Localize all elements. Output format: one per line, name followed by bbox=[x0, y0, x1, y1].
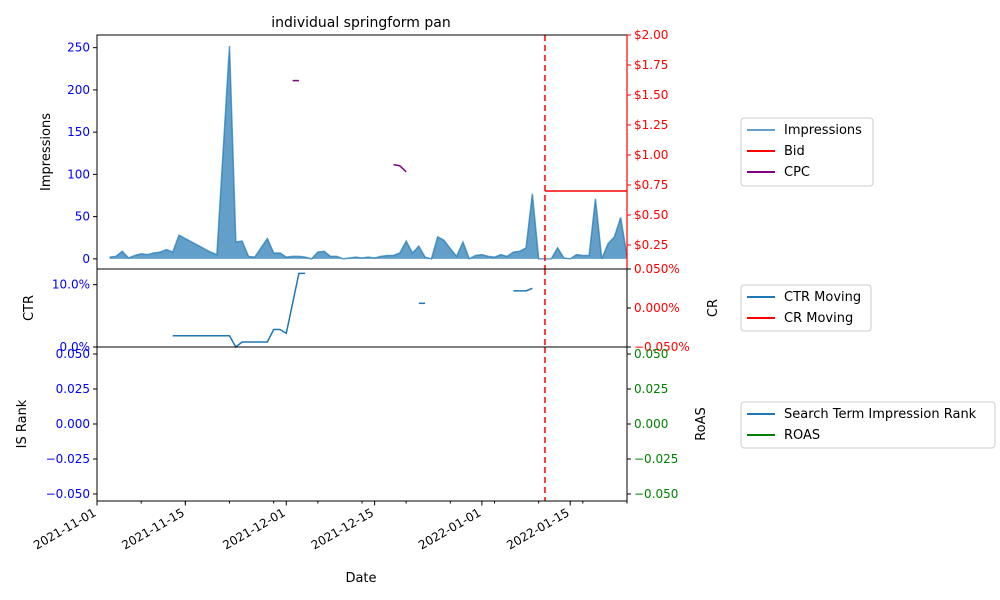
legend-label-roas: ROAS bbox=[784, 428, 820, 443]
rank-left-tick-label: 0.025 bbox=[56, 382, 90, 396]
legend-label-search-term-impression-rank: Search Term Impression Rank bbox=[784, 407, 977, 422]
impressions-frame bbox=[96, 34, 628, 270]
x-axis: 2021-11-01 2021-11-15 2021-12-01 2021-12-15… bbox=[31, 501, 628, 552]
impressions-right-tick-label: $0.75 bbox=[634, 178, 668, 192]
impressions-right-tick-label: $0.25 bbox=[634, 238, 668, 252]
impressions-right-tick-label: $1.75 bbox=[634, 58, 668, 72]
ctr-right-tick-label: −0.050% bbox=[634, 340, 690, 354]
impressions-panel: 0 50 100 150 200 250 Impressions $0.25 $0.50 $0.7… bbox=[39, 28, 668, 270]
rank-left-tick-label: 0.000 bbox=[56, 417, 90, 431]
impressions-left-tick-label: 150 bbox=[67, 125, 90, 139]
rank-left-tick-label: −0.025 bbox=[46, 452, 90, 466]
rank-right-tick-label: −0.025 bbox=[634, 452, 678, 466]
legend-label-impressions: Impressions bbox=[784, 123, 862, 138]
impressions-left-tick-label: 50 bbox=[75, 210, 90, 224]
ctr-ylabel: CTR bbox=[22, 295, 37, 321]
x-axis-label: Date bbox=[345, 571, 376, 586]
rank-right-ylabel: RoAS bbox=[694, 407, 709, 441]
impressions-right-tick-label: $1.50 bbox=[634, 88, 668, 102]
impressions-left-tick-label: 100 bbox=[67, 167, 90, 181]
impressions-left-tick-label: 200 bbox=[67, 83, 90, 97]
rank-left-tick-label: −0.050 bbox=[46, 487, 90, 501]
ctr-moving-line-2 bbox=[513, 287, 533, 292]
ctr-left-tick-label: 10.0% bbox=[52, 278, 90, 292]
ctr-panel: 0.0% 10.0% CTR −0.050% 0.000% 0.050% CR bbox=[22, 262, 721, 354]
impressions-legend-box bbox=[740, 117, 874, 187]
legend-label-cr-moving: CR Moving bbox=[784, 311, 853, 326]
impressions-right-tick-label: $1.25 bbox=[634, 118, 668, 132]
x-tick-label: 2021-12-01 bbox=[220, 505, 287, 552]
x-tick-label: 2021-11-15 bbox=[119, 505, 186, 552]
rank-legend-box bbox=[740, 401, 996, 449]
rank-panel: −0.050 −0.025 0.000 0.025 0.050 IS Rank −0.050… bbox=[15, 346, 709, 502]
legends: Impressions Bid CPC CTR Moving CR Moving Sear… bbox=[740, 117, 996, 449]
ctr-moving-line-0 bbox=[172, 272, 306, 349]
ctr-left-tick-label: 0.0% bbox=[60, 340, 91, 354]
ctr-right-tick-label: 0.050% bbox=[634, 262, 680, 276]
rank-ylabel: IS Rank bbox=[15, 399, 30, 448]
impressions-area bbox=[109, 45, 628, 259]
impressions-right-tick-label: $2.00 bbox=[634, 28, 668, 42]
impressions-right-tick-label: $1.00 bbox=[634, 148, 668, 162]
impressions-right-tick-label: $0.50 bbox=[634, 208, 668, 222]
legend-label-ctr-moving: CTR Moving bbox=[784, 290, 861, 305]
impressions-ylabel: Impressions bbox=[39, 113, 54, 191]
impressions-left-tick-label: 250 bbox=[67, 41, 90, 55]
ctr-right-tick-label: 0.000% bbox=[634, 301, 680, 315]
rank-left-tick-label: 0.050 bbox=[56, 347, 90, 361]
rank-right-tick-label: 0.025 bbox=[634, 382, 668, 396]
x-tick-label: 2021-11-01 bbox=[31, 505, 98, 552]
ctr-right-ylabel: CR bbox=[706, 299, 721, 317]
chart-title: individual springform pan bbox=[271, 15, 450, 31]
impressions-left-tick-label: 0 bbox=[82, 252, 90, 266]
impressions-line bbox=[109, 45, 628, 260]
rank-right-tick-label: 0.000 bbox=[634, 417, 668, 431]
x-tick-label: 2022-01-15 bbox=[504, 505, 571, 552]
rank-right-tick-label: 0.050 bbox=[634, 347, 668, 361]
cpc-line-1 bbox=[393, 163, 407, 173]
x-tick-label: 2022-01-01 bbox=[416, 505, 483, 552]
legend-label-bid: Bid bbox=[784, 144, 805, 159]
legend-label-cpc: CPC bbox=[784, 165, 810, 180]
rank-right-tick-label: −0.050 bbox=[634, 487, 678, 501]
x-tick-label: 2021-12-15 bbox=[309, 505, 376, 552]
rank-frame bbox=[96, 346, 628, 502]
